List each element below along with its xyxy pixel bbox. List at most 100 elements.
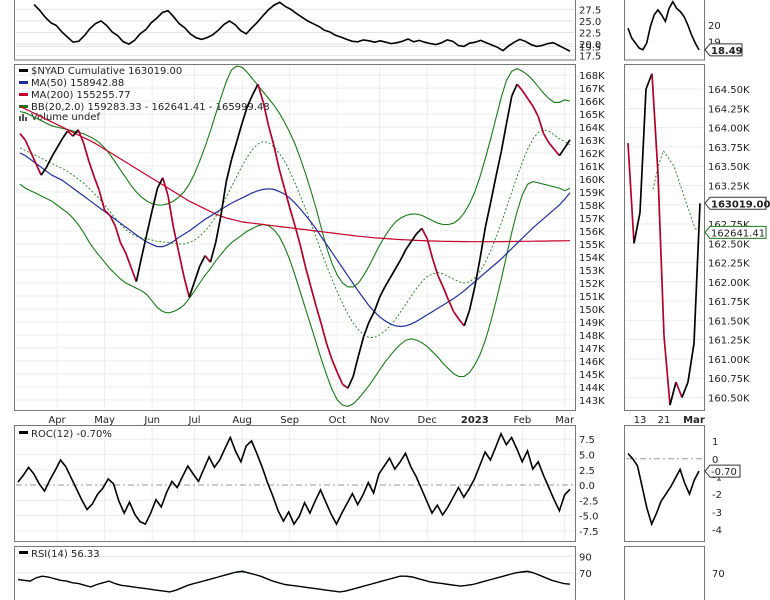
price-zoom-ytick-label: 161.75K [708,297,750,308]
price-segment [421,228,428,240]
price-segment [521,90,529,99]
price-segment [315,306,323,325]
price-segment [29,151,37,164]
price-segment [537,116,545,134]
rsi-zoom-ytick-label: 70 [712,569,725,580]
price-ytick-label: 156K [579,227,605,238]
price-legend: $NYAD Cumulative 163019.00 MA(50) 158942… [19,66,270,123]
roc-ytick-label: -7.5 [579,527,599,538]
price-ytick-label: 163K [579,136,605,147]
price-ytick-label: 162K [579,149,605,160]
bb-lower-line [19,181,571,407]
price-zoom-ytick-label: 160.50K [708,393,750,404]
legend-swatch-main [19,69,28,72]
price-segment [130,267,138,282]
rsi-ytick-label: 70 [579,569,592,580]
price-segment [479,226,487,259]
bb-middle-line [19,129,571,338]
price-zoom-ytick-label: 162.00K [708,278,750,289]
series-layer [17,0,701,593]
price-segment [67,130,74,137]
price-ytick-label: 144K [579,383,605,394]
roc-legend: ROC(12) -0.70% [19,429,112,440]
price-segment [548,142,555,150]
price-segment [336,372,344,385]
price-xtick-label: Mar [555,415,575,426]
price-ytick-label: 153K [579,266,605,277]
price-ytick-label: 152K [579,279,605,290]
price-zoom-xtick-label: Mar [683,415,705,426]
legend-bb: BB(20,2.0) 159283.33 - 162641.41 - 16599… [31,102,270,113]
price-segment [204,255,212,263]
roc-last-value: -0.70 [711,467,737,478]
price-segment [109,215,116,227]
price-ytick-label: 157K [579,214,605,225]
price-ytick-label: 154K [579,253,605,264]
top-last-value-tag [704,43,743,57]
price-panel-title: $NYAD Cumulative 163019.00 [31,66,182,77]
price-zoom-frame [624,64,705,411]
price-segment [167,195,175,228]
price-segment [257,83,265,103]
price-segment [93,176,101,192]
roc-zoom-ytick-label: 0 [712,455,718,466]
price-ytick-label: 146K [579,357,605,368]
roc-ytick-label: 2.5 [579,466,595,477]
legend-swatch-volume-3 [25,117,27,121]
price-segment [373,296,381,312]
price-segment [114,225,122,243]
rsi-legend-swatch [19,551,28,554]
price-zoom-segment [645,73,653,90]
roc-zoom-frame [624,425,705,542]
top-zoom-ytick-label: 20 [708,21,721,32]
price-segment [394,259,402,270]
roc-zoom-ytick-label: -2 [712,490,722,501]
price-segment [140,233,148,258]
price-segment [82,142,90,162]
top-ytick-label: 19.5 [579,42,601,53]
price-segment [320,324,328,345]
price-zoom-ytick-label: 161.25K [708,336,750,347]
price-segment [325,343,333,360]
price-segment [267,125,275,146]
bb-upper-line [19,65,571,288]
price-segment [389,268,397,279]
price-zoom-segment [669,381,677,406]
price-xtick-label: Dec [418,415,437,426]
top-ytick-label: 22.5 [579,28,601,39]
price-ytick-label: 151K [579,292,605,303]
price-bb-value: 162641.41 [711,228,765,239]
legend-swatch-volume [19,116,21,121]
price-segment [410,233,418,242]
price-bb-value-tag [704,225,767,239]
price-segment [400,248,407,260]
top-ytick-label: 20.0 [579,40,601,51]
price-segment [98,190,106,211]
price-segment [172,226,180,252]
price-ytick-label: 164K [579,123,605,134]
price-segment [442,286,450,301]
price-segment [452,311,460,320]
roc-series-line [17,431,571,526]
top-zoom-ytick-label: 19 [708,37,721,48]
price-xtick-label: Oct [329,415,346,426]
price-xtick-label: 2023 [461,415,489,426]
price-last-value-tag [704,196,767,210]
price-zoom-segment [681,381,689,398]
price-zoom-ytick-label: 162.75K [708,220,750,231]
price-segment [516,83,524,92]
top-ytick-label: 17.5 [579,52,601,63]
price-segment [56,138,64,149]
legend-swatch-bb [19,105,28,108]
price-segment [347,376,354,389]
legend-ma50: MA(50) 158942.88 [31,78,124,89]
price-zoom-ytick-label: 164.00K [708,124,750,135]
price-zoom-segment [663,335,671,406]
price-segment [188,281,196,298]
price-ytick-label: 158K [579,201,605,212]
price-xtick-label: Feb [514,415,532,426]
price-segment [542,133,550,144]
roc-ytick-label: 0.0 [579,481,595,492]
legend-swatch-ma50 [19,81,28,84]
price-zoom-ytick-label: 162.50K [708,239,750,250]
